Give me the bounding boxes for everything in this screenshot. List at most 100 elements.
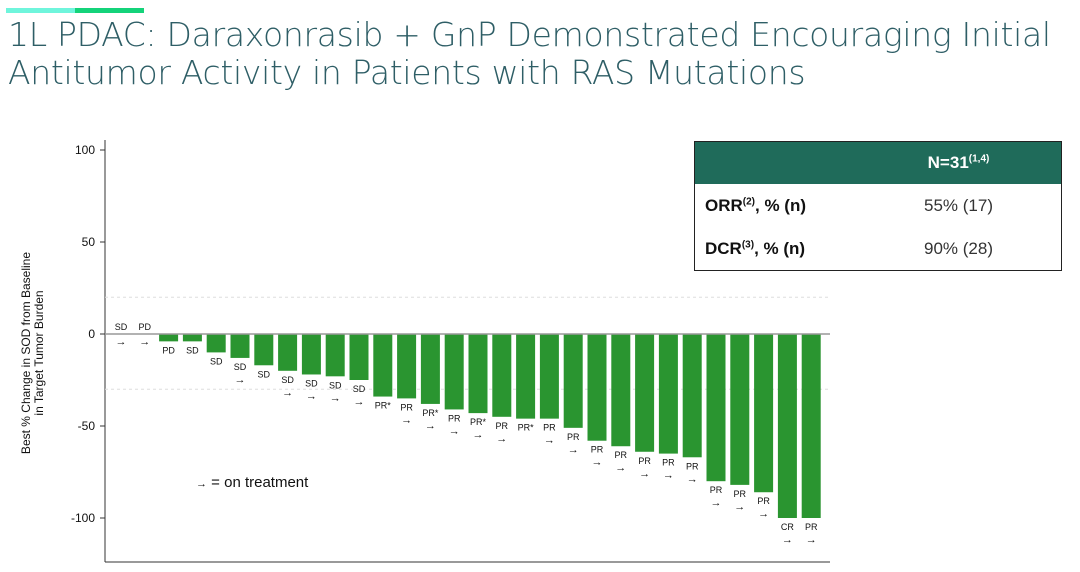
response-label: SD — [210, 356, 223, 366]
bar — [682, 334, 702, 458]
bar — [373, 334, 393, 397]
response-label: PD — [162, 345, 175, 355]
bar — [254, 334, 274, 366]
response-label: PR* — [518, 423, 535, 433]
response-label: PR — [710, 485, 723, 495]
bar — [516, 334, 536, 419]
arrow-icon: → — [544, 435, 555, 447]
arrow-icon: → — [568, 444, 579, 456]
response-label: SD — [258, 369, 271, 379]
bar — [492, 334, 512, 417]
arrow-icon: → — [306, 390, 317, 402]
row-value: 55% (17) — [924, 195, 993, 215]
bar — [777, 334, 797, 518]
y-tick-label: -100 — [71, 511, 95, 525]
bar — [468, 334, 488, 414]
arrow-icon: → — [782, 534, 793, 546]
arrow-icon: → — [473, 429, 484, 441]
response-label: PR — [757, 496, 770, 506]
response-label: PR — [400, 402, 413, 412]
bar — [206, 334, 226, 353]
arrow-icon: → — [496, 433, 507, 445]
arrow-icon: → — [734, 501, 745, 513]
response-label: PR — [543, 423, 556, 433]
response-label: PR* — [422, 408, 439, 418]
bar — [159, 334, 179, 342]
arrow-icon: → — [449, 425, 460, 437]
y-tick-label: 50 — [82, 235, 96, 249]
bar — [587, 334, 607, 441]
arrow-icon: → — [139, 336, 150, 348]
bar — [801, 334, 821, 518]
response-label: PR — [662, 458, 675, 468]
legend: → = on treatment — [196, 474, 308, 491]
y-axis-label: Best % Change in SOD from Baseline in Ta… — [19, 218, 46, 488]
bar — [754, 334, 774, 493]
bar — [349, 334, 369, 380]
y-axis-label-line: in Target Tumor Burden — [32, 290, 46, 416]
bar — [730, 334, 750, 485]
arrow-icon: → — [235, 374, 246, 386]
response-label: SD — [115, 322, 128, 332]
bar — [397, 334, 417, 399]
bar — [658, 334, 678, 454]
y-tick-label: -50 — [78, 419, 96, 433]
bar — [182, 334, 202, 342]
bar — [539, 334, 559, 419]
row-label: ORR(2), % (n) — [705, 195, 807, 215]
arrow-icon: → — [687, 473, 698, 485]
bar — [563, 334, 583, 428]
bar — [444, 334, 464, 410]
table-row: ORR(2), % (n) 55% (17) — [695, 184, 1062, 227]
bar — [611, 334, 631, 447]
bar — [301, 334, 321, 375]
page-title: 1L PDAC: Daraxonrasib + GnP Demonstrated… — [8, 15, 1051, 92]
results-table: N=31(1,4) ORR(2), % (n) 55% (17) DCR(3), … — [694, 141, 1062, 271]
response-label: SD — [353, 384, 366, 394]
response-label: PD — [139, 322, 152, 332]
response-label: PR — [591, 445, 604, 455]
response-label: SD — [281, 375, 294, 385]
row-label: DCR(3), % (n) — [705, 238, 806, 258]
arrow-icon: → — [282, 387, 293, 399]
table-header-row: N=31(1,4) — [694, 141, 1062, 184]
bar — [325, 334, 345, 377]
arrow-icon: → — [639, 468, 650, 480]
accent-bar-light — [6, 8, 75, 13]
bar — [420, 334, 440, 404]
arrow-icon: → — [615, 462, 626, 474]
table-row: DCR(3), % (n) 90% (28) — [695, 227, 1062, 271]
bar — [230, 334, 250, 358]
response-label: PR — [638, 456, 651, 466]
response-label: SD — [186, 345, 199, 355]
bar — [635, 334, 655, 452]
response-label: CR — [781, 522, 794, 532]
arrow-icon: → — [425, 420, 436, 432]
legend-text: = on treatment — [211, 474, 309, 491]
response-label: PR — [615, 450, 628, 460]
header-n: N=31(1,4) — [856, 141, 1062, 184]
arrow-icon: → — [196, 478, 207, 490]
arrow-icon: → — [806, 534, 817, 546]
arrow-icon: → — [116, 336, 127, 348]
arrow-icon: → — [592, 457, 603, 469]
y-tick-label: 100 — [75, 143, 95, 157]
arrow-icon: → — [354, 396, 365, 408]
bar — [706, 334, 726, 482]
accent-bar-green — [75, 8, 144, 13]
response-label: SD — [234, 362, 247, 372]
arrow-icon: → — [711, 497, 722, 509]
response-label: PR — [448, 413, 461, 423]
row-value: 90% (28) — [924, 238, 993, 258]
response-label: SD — [329, 380, 342, 390]
response-label: PR* — [375, 401, 392, 411]
response-label: PR* — [470, 417, 487, 427]
response-label: PR — [496, 421, 509, 431]
response-label: SD — [305, 378, 318, 388]
arrow-icon: → — [663, 470, 674, 482]
response-label: PR — [734, 489, 747, 499]
response-label: PR — [686, 461, 699, 471]
response-label: PR — [805, 522, 818, 532]
y-tick-label: 0 — [88, 327, 95, 341]
